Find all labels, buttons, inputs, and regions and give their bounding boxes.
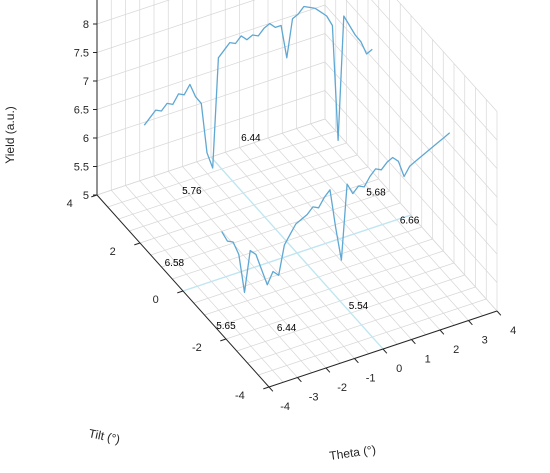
back-wall-grid-line bbox=[96, 0, 171, 25]
right-wall-grid-line bbox=[396, 0, 498, 112]
annotation-label: 6.44 bbox=[277, 323, 297, 334]
x-tick-mark bbox=[354, 358, 359, 364]
annotation-label: 6.66 bbox=[400, 216, 420, 227]
y-tick-mark bbox=[177, 290, 184, 294]
z-tick-label: 6 bbox=[83, 133, 89, 145]
x-tick-mark bbox=[496, 310, 502, 316]
x-tick-label: -1 bbox=[366, 373, 376, 385]
right-wall-grid-line bbox=[345, 0, 498, 169]
annotation-label: 5.76 bbox=[182, 186, 202, 197]
annotation-label: 5.65 bbox=[216, 321, 236, 332]
x-tick-mark bbox=[325, 367, 331, 373]
back-wall-grid-line bbox=[96, 0, 256, 53]
x-tick-label: -4 bbox=[280, 401, 290, 413]
back-wall-grid-line bbox=[96, 4, 326, 82]
right-wall-grid-line bbox=[324, 90, 498, 283]
x-tick-mark bbox=[268, 386, 274, 392]
data-traces bbox=[143, 5, 451, 294]
z-tick-label: 5 bbox=[83, 190, 89, 202]
right-wall-grid-line bbox=[371, 0, 498, 141]
grid-lines bbox=[96, 0, 498, 388]
right-wall-grid-line bbox=[324, 61, 498, 255]
y-tick-label: 0 bbox=[153, 294, 159, 306]
y-tick-mark bbox=[134, 242, 141, 246]
axis-lines bbox=[91, 0, 502, 392]
y-tick-label: 4 bbox=[67, 198, 73, 210]
x-tick-label: 4 bbox=[510, 325, 516, 337]
y-tick-mark bbox=[263, 386, 270, 390]
x-tick-mark bbox=[297, 377, 302, 383]
y-axis-label: Tilt (°) bbox=[87, 426, 121, 446]
z-tick-label: 5.5 bbox=[74, 162, 89, 174]
right-wall-grid-line bbox=[324, 33, 498, 226]
z-tick-label: 7 bbox=[83, 76, 89, 88]
back-wall-grid-line bbox=[96, 33, 326, 110]
y-tick-label: 2 bbox=[110, 246, 116, 258]
annotation-label: 6.58 bbox=[165, 258, 185, 269]
z-tick-label: 6.5 bbox=[74, 105, 89, 117]
z-tick-label: 8 bbox=[83, 19, 89, 31]
annotation-label: 5.54 bbox=[349, 301, 369, 312]
y-tick-mark bbox=[220, 338, 227, 342]
x-tick-label: 2 bbox=[453, 344, 459, 356]
x-tick-mark bbox=[439, 329, 445, 335]
right-wall-grid-line bbox=[324, 4, 498, 198]
back-wall-grid-line bbox=[96, 61, 326, 139]
x-axis-label: Theta (°) bbox=[328, 443, 376, 463]
front-yield-trace bbox=[221, 132, 451, 294]
annotations: 6.58 5.76 6.44 5.68 6.66 5.65 6.44 5.54 bbox=[165, 133, 420, 334]
z-tick-label: 8.5 bbox=[74, 0, 89, 3]
annotation-label: 6.44 bbox=[241, 133, 261, 144]
x-tick-label: -3 bbox=[309, 392, 319, 404]
annotation-label: 5.68 bbox=[366, 187, 386, 198]
y-tick-label: -4 bbox=[235, 390, 245, 402]
x-tick-label: 3 bbox=[482, 335, 488, 347]
x-tick-label: 1 bbox=[425, 354, 431, 366]
x-tick-mark bbox=[382, 348, 388, 354]
back-wall-grid-line bbox=[96, 90, 326, 167]
z-tick-label: 7.5 bbox=[74, 48, 89, 60]
y-tick-label: -2 bbox=[192, 342, 202, 354]
back-yield-trace bbox=[143, 5, 373, 169]
axis-labels: Theta (°) Tilt (°) Yield (a.u.) bbox=[3, 106, 377, 463]
x-tick-label: 0 bbox=[396, 363, 402, 375]
floor-center-line bbox=[210, 156, 384, 350]
x-tick-label: -2 bbox=[337, 382, 347, 394]
z-axis-label: Yield (a.u.) bbox=[3, 106, 17, 164]
x-tick-mark bbox=[411, 339, 416, 345]
x-tick-mark bbox=[468, 320, 473, 326]
